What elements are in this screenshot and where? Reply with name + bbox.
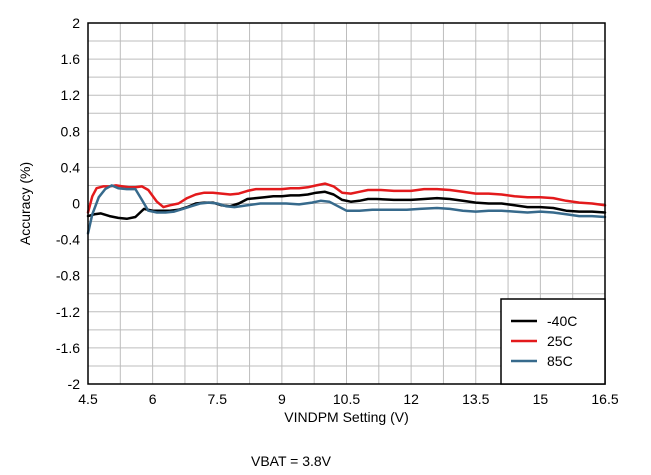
x-tick-label: 15 (533, 391, 549, 407)
series-line-0 (86, 190, 607, 221)
y-tick-label: 2 (72, 15, 80, 31)
legend-label-85c: 85C (547, 353, 573, 369)
y-tick-label: -0.8 (56, 268, 80, 284)
series-line-2 (86, 184, 607, 235)
y-tick-labels: 2 1.6 1.2 0.8 0.4 0 -0.4 -0.8 -1.2 -1.6 -2 (56, 15, 80, 392)
y-tick-label: 1.6 (61, 51, 81, 67)
x-tick-label: 16.5 (591, 391, 618, 407)
x-tick-label: 7.5 (208, 391, 228, 407)
y-tick-label: -1.6 (56, 340, 80, 356)
legend: -40C 25C 85C (500, 298, 606, 385)
x-tick-label: 13.5 (462, 391, 489, 407)
x-tick-label: 6 (149, 391, 157, 407)
legend-label-neg40c: -40C (547, 313, 577, 329)
y-tick-label: -1.2 (56, 304, 80, 320)
y-tick-label: 0.4 (61, 159, 81, 175)
legend-label-25c: 25C (547, 333, 573, 349)
x-tick-labels: 4.5 6 7.5 9 10.5 12 13.5 15 16.5 (78, 391, 619, 407)
y-tick-label: 0.8 (61, 123, 81, 139)
y-axis-label: Accuracy (%) (17, 162, 33, 245)
chart-caption: VBAT = 3.8V (251, 453, 332, 469)
x-tick-label: 12 (403, 391, 419, 407)
x-tick-label: 9 (278, 391, 286, 407)
x-tick-label: 10.5 (333, 391, 360, 407)
x-tick-label: 4.5 (78, 391, 98, 407)
y-tick-label: -2 (68, 376, 81, 392)
y-tick-label: 0 (72, 196, 80, 212)
plot-frame (87, 22, 606, 385)
x-axis-label: VINDPM Setting (V) (284, 409, 408, 425)
y-tick-label: -0.4 (56, 232, 80, 248)
series-lines (86, 182, 607, 235)
y-tick-label: 1.2 (61, 87, 81, 103)
series-line-1 (86, 182, 607, 214)
